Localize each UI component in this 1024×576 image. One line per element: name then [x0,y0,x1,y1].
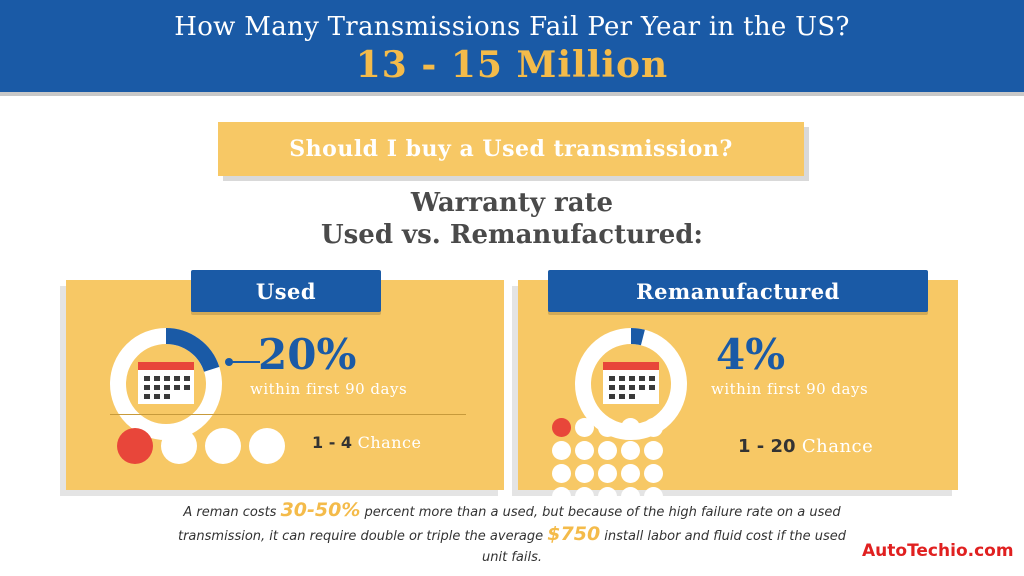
reman-chance-dot [552,418,571,437]
calendar-icon [603,362,659,404]
reman-chance-dot [552,487,571,506]
reman-chance-dot [598,464,617,483]
header-banner: How Many Transmissions Fail Per Year in … [0,0,1024,96]
used-donut-arc [110,328,222,440]
used-donut [110,328,222,440]
reman-chance: 1 - 20 Chance [738,436,873,457]
calendar-icon [138,362,194,404]
footnote-text: transmission, it can require double or t… [177,529,548,544]
reman-chance-dot [575,487,594,506]
used-label: Used [191,270,381,312]
reman-chance-dot [598,441,617,460]
reman-chance-dot [644,464,663,483]
reman-chance-dot [552,441,571,460]
reman-chance-dot [575,441,594,460]
reman-chance-dot [575,464,594,483]
subtitle-line-2: Used vs. Remanufactured: [320,220,704,250]
reman-chance-dot [598,487,617,506]
footnote-text: percent more than a used, but because of… [360,505,841,520]
reman-chance-dot [644,487,663,506]
footnote-line-3: unit fails. [60,546,964,570]
used-chance-range: 1 - 4 [312,433,353,452]
reman-chance-dot [644,418,663,437]
reman-chance-range: 1 - 20 [738,436,796,457]
reman-chance-word: Chance [801,436,874,457]
reman-chance-dot [552,464,571,483]
used-percent: 20% [258,330,357,379]
used-chance-dot [117,428,153,464]
question-banner: Should I buy a Used transmission? [218,122,804,176]
page-title: How Many Transmissions Fail Per Year in … [174,12,850,42]
reman-within-text: within first 90 days [711,380,869,398]
used-chance-dot [205,428,241,464]
headline-figure: 13 - 15 Million [355,44,669,86]
used-chance-dot [161,428,197,464]
reman-chance-dot [598,418,617,437]
reman-chance-dot [621,464,640,483]
footnote-text: unit fails. [482,550,542,565]
footnote-highlight-cost: $750 [547,523,601,545]
used-within-text: within first 90 days [250,380,408,398]
reman-chance-dot [621,441,640,460]
reman-chance-dot [621,418,640,437]
subtitle-line-1: Warranty rate [410,188,614,218]
reman-donut-arc [575,328,687,440]
footnote-text: install labor and fluid cost if the used [600,529,846,544]
reman-percent: 4% [716,330,786,379]
reman-chance-dot [644,441,663,460]
percent-connector [225,358,260,366]
reman-label: Remanufactured [548,270,928,312]
used-chance-dot [249,428,285,464]
reman-chance-dot [621,487,640,506]
used-chance-word: Chance [357,433,422,452]
reman-chance-dot [575,418,594,437]
brand-watermark[interactable]: AutoTechio.com [862,541,1014,561]
footnote-text: A reman costs [183,505,281,520]
used-chance: 1 - 4 Chance [312,433,421,452]
footnote-line-1: A reman costs 30-50% percent more than a… [60,498,964,525]
footnote-highlight-percent: 30-50% [280,499,361,521]
used-divider [110,414,466,415]
footnote-line-2: transmission, it can require double or t… [60,522,964,549]
